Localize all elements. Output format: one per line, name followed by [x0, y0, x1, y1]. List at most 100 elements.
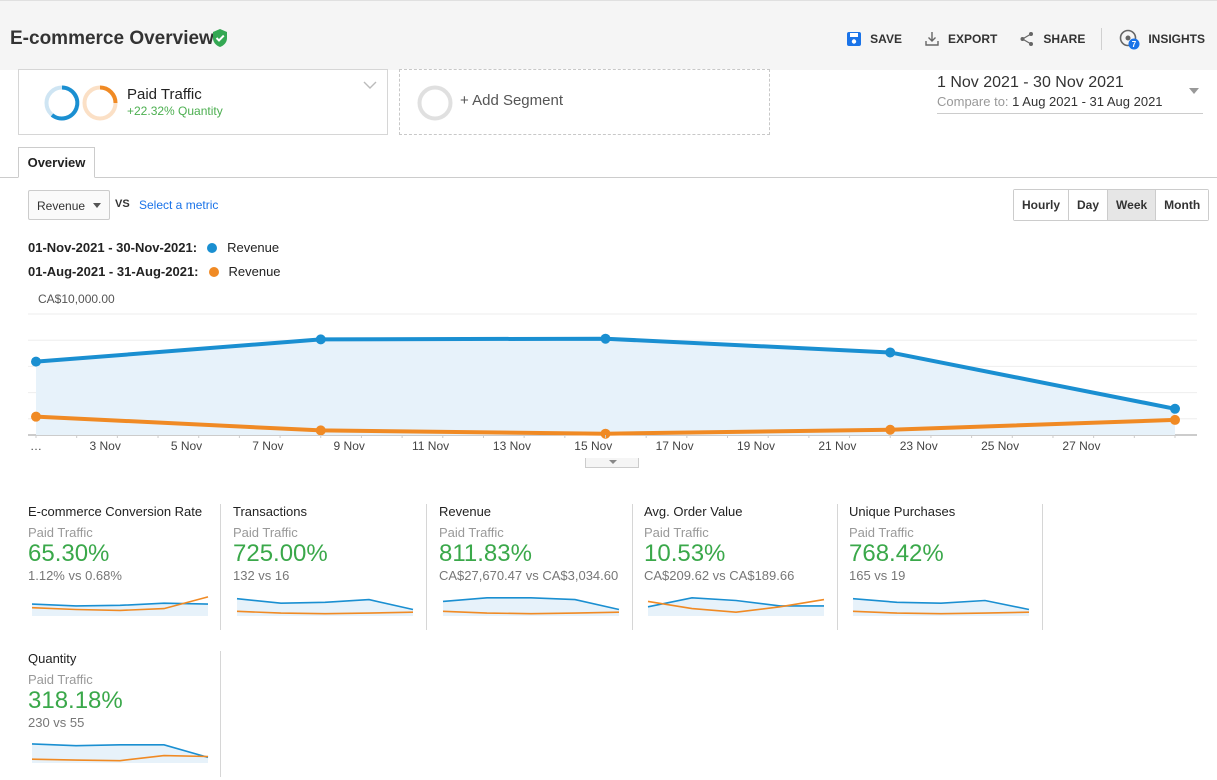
chart-resize-handle[interactable] — [585, 458, 639, 468]
scorecard-title: Avg. Order Value — [644, 504, 743, 519]
period-month-button[interactable]: Month — [1156, 190, 1209, 220]
segment-label: Paid Traffic — [127, 86, 202, 103]
data-point-previous[interactable] — [885, 424, 896, 435]
tab-bar-divider — [0, 177, 1217, 178]
scorecard-comparison: 1.12% vs 0.68% — [28, 568, 122, 583]
x-tick-label: 5 Nov — [171, 439, 202, 453]
actions-divider — [1101, 28, 1103, 50]
insights-icon: 7 — [1120, 29, 1140, 50]
scorecard-title: Quantity — [28, 651, 77, 666]
legend-previous: 01-Aug-2021 - 31-Aug-2021: Revenue — [28, 264, 281, 279]
legend-current: 01-Nov-2021 - 30-Nov-2021: Revenue — [28, 240, 279, 255]
scorecard-segment: Paid Traffic — [28, 672, 93, 687]
header-bar: E-commerce Overview SAVE EXPORT S — [0, 0, 1217, 70]
segment-sub-metric: +22.32% Quantity — [127, 104, 223, 118]
data-point-previous[interactable] — [1170, 414, 1180, 425]
scorecard[interactable]: Transactions Paid Traffic 725.00% 132 vs 16 — [233, 504, 427, 630]
x-tick-label: 17 Nov — [656, 439, 694, 453]
scorecard[interactable]: Revenue Paid Traffic 811.83% CA$27,670.47 v… — [439, 504, 633, 630]
download-icon — [925, 32, 939, 46]
segment-paid-traffic[interactable]: Paid Traffic +22.32% Quantity — [18, 69, 388, 135]
scorecard-comparison: CA$209.62 vs CA$189.66 — [644, 568, 795, 583]
scorecard-segment: Paid Traffic — [644, 525, 709, 540]
add-segment-button[interactable]: + Add Segment — [399, 69, 770, 135]
scorecard[interactable]: Avg. Order Value Paid Traffic 10.53% CA$209… — [644, 504, 838, 630]
insights-label: INSIGHTS — [1148, 32, 1205, 46]
share-button[interactable]: SHARE — [1019, 31, 1085, 47]
data-point-previous[interactable] — [315, 425, 326, 436]
x-tick-label: 9 Nov — [334, 439, 365, 453]
scorecard-segment: Paid Traffic — [233, 525, 298, 540]
data-point-current[interactable] — [315, 334, 326, 345]
legend-current-range: 01-Nov-2021 - 30-Nov-2021: — [28, 240, 198, 255]
vs-label: VS — [115, 198, 130, 210]
x-tick-label: 19 Nov — [737, 439, 775, 453]
sparkline-current — [31, 602, 209, 607]
period-week-button[interactable]: Week — [1108, 190, 1157, 220]
x-tick-label: 25 Nov — [981, 439, 1019, 453]
sparkline-area — [443, 597, 619, 616]
sparkline-current — [236, 597, 414, 611]
tab-overview[interactable]: Overview — [18, 147, 95, 178]
scorecard-comparison: CA$27,670.47 vs CA$3,034.60 — [439, 568, 619, 583]
scorecard-value: 65.30% — [28, 540, 110, 567]
scorecard[interactable]: Unique Purchases Paid Traffic 768.42% 165 v… — [849, 504, 1043, 630]
sparkline-previous — [852, 610, 1030, 615]
data-point-previous[interactable] — [31, 411, 41, 422]
legend-previous-dot — [208, 266, 219, 277]
scorecard-segment: Paid Traffic — [439, 525, 504, 540]
scorecard-sparkline — [647, 596, 825, 616]
scorecard-value: 725.00% — [233, 540, 328, 567]
data-point-current[interactable] — [885, 347, 896, 358]
date-range-compare: Compare to: 1 Aug 2021 - 31 Aug 2021 — [937, 94, 1203, 109]
period-hourly-button[interactable]: Hourly — [1014, 190, 1070, 220]
select-metric-link[interactable]: Select a metric — [139, 198, 219, 212]
data-point-current[interactable] — [1170, 403, 1180, 414]
x-tick-label: 21 Nov — [818, 439, 856, 453]
export-button[interactable]: EXPORT — [924, 31, 997, 47]
date-range-picker[interactable]: 1 Nov 2021 - 30 Nov 2021 Compare to: 1 A… — [937, 74, 1203, 114]
x-tick-label: 23 Nov — [900, 439, 938, 453]
scorecard-sparkline — [236, 597, 414, 616]
add-segment-label: + Add Segment — [460, 92, 563, 109]
insights-button[interactable]: 7 INSIGHTS — [1118, 28, 1205, 50]
empty-segment-ring-icon — [417, 85, 453, 121]
verified-shield-icon — [213, 29, 227, 47]
series-area-current — [36, 338, 1175, 435]
sparkline-current — [442, 597, 620, 611]
scorecard[interactable]: Quantity Paid Traffic 318.18% 230 vs 55 — [28, 651, 221, 777]
x-tick-label: … — [30, 439, 42, 453]
sparkline-current — [31, 743, 209, 759]
sparkline-previous — [236, 610, 414, 615]
scorecard-value: 811.83% — [439, 540, 532, 567]
save-icon — [847, 32, 862, 46]
scorecard-comparison: 132 vs 16 — [233, 568, 290, 583]
export-label: EXPORT — [947, 32, 998, 46]
data-point-previous[interactable] — [600, 428, 611, 439]
sparkline-previous — [31, 754, 209, 762]
save-label: SAVE — [870, 32, 902, 46]
legend-previous-range: 01-Aug-2021 - 31-Aug-2021: — [28, 264, 199, 279]
scorecard-segment: Paid Traffic — [28, 525, 93, 540]
legend-current-dot — [207, 242, 218, 253]
save-button[interactable]: SAVE — [846, 31, 902, 47]
sparkline-current — [852, 597, 1030, 611]
sparkline-area — [648, 597, 824, 616]
sparkline-previous — [31, 596, 209, 612]
scorecard[interactable]: E-commerce Conversion Rate Paid Traffic 65… — [28, 504, 221, 630]
scorecard-value: 768.42% — [849, 540, 944, 567]
scorecard-title: E-commerce Conversion Rate — [28, 504, 203, 519]
chevron-down-icon[interactable] — [363, 80, 377, 90]
metric-select[interactable]: Revenue — [28, 190, 110, 220]
data-point-current[interactable] — [600, 333, 611, 344]
scorecard-sparkline — [442, 597, 620, 616]
period-day-button[interactable]: Day — [1069, 190, 1109, 220]
scorecard-comparison: 230 vs 55 — [28, 715, 85, 730]
period-toggle: Hourly Day Week Month — [1013, 189, 1210, 221]
share-icon — [1020, 32, 1034, 46]
date-range-main: 1 Nov 2021 - 30 Nov 2021 — [937, 74, 1124, 91]
data-point-current[interactable] — [31, 356, 41, 367]
compare-prefix: Compare to: — [937, 94, 1009, 109]
segment-rings-icon — [44, 85, 118, 121]
